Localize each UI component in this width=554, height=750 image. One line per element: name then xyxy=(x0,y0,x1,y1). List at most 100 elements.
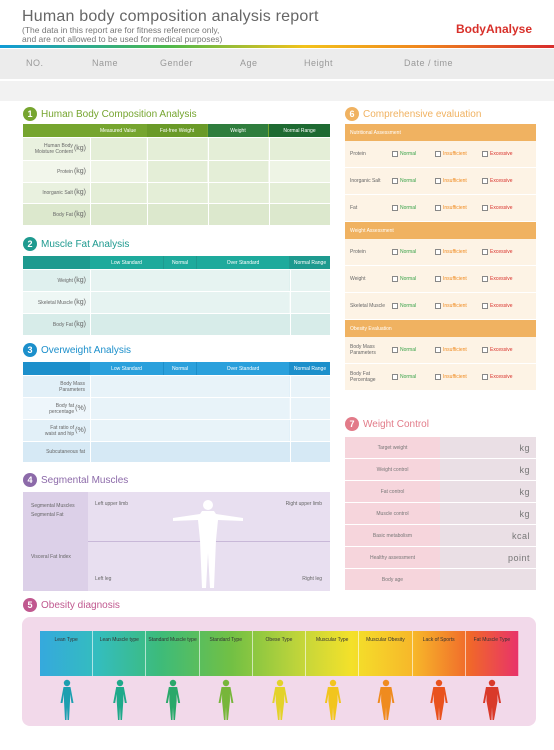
checkbox[interactable] xyxy=(482,249,488,255)
field-datetime: Date / time xyxy=(404,58,454,68)
obesity-diagnosis-panel: Lean Type Lean Muscle type Standard Muscle… xyxy=(22,617,536,726)
normal-range-cell xyxy=(269,204,330,225)
row-label: Body Fat (kg) xyxy=(23,204,89,225)
checkbox[interactable] xyxy=(482,151,488,157)
normal-range-cell xyxy=(290,398,330,419)
evaluation-group-header: Weight Assessment xyxy=(345,222,536,239)
report-header: Human body composition analysis report (… xyxy=(0,0,554,50)
checkbox[interactable] xyxy=(392,178,398,184)
section1-title: 1 Human Body Composition Analysis xyxy=(23,107,197,121)
row-label: Subcutaneous fat xyxy=(23,442,89,462)
checkbox[interactable] xyxy=(435,178,441,184)
overweight-table: Low Standard Normal Over Standard Normal… xyxy=(23,362,330,462)
checkbox[interactable] xyxy=(392,276,398,282)
evaluation-option-insufficient[interactable]: Insufficient xyxy=(435,249,467,255)
section4-badge: 4 xyxy=(23,473,37,487)
checkbox[interactable] xyxy=(435,205,441,211)
evaluation-option-insufficient[interactable]: Insufficient xyxy=(435,205,467,211)
evaluation-option-insufficient[interactable]: Insufficient xyxy=(435,151,467,157)
normal-range-cell xyxy=(290,442,330,462)
checkbox[interactable] xyxy=(435,374,441,380)
col-normal-range: Normal Range xyxy=(290,362,330,375)
row-unit: (kg) xyxy=(73,298,86,306)
evaluation-row: Body Mass Parameters Normal Insufficient Ex… xyxy=(345,337,536,364)
section7-title: 7 Weight Control xyxy=(345,417,429,431)
right-upper-limb-label: Right upper limb xyxy=(285,501,322,507)
table-row: Subcutaneous fat xyxy=(23,442,330,462)
evaluation-option-insufficient[interactable]: Insufficient xyxy=(435,303,467,309)
checkbox[interactable] xyxy=(392,205,398,211)
checkbox[interactable] xyxy=(482,303,488,309)
evaluation-option-excessive[interactable]: Excessive xyxy=(482,303,513,309)
checkbox[interactable] xyxy=(482,205,488,211)
evaluation-option-normal[interactable]: Normal xyxy=(392,374,416,380)
checkbox[interactable] xyxy=(482,178,488,184)
section1-badge: 1 xyxy=(23,107,37,121)
report-title: Human body composition analysis report xyxy=(22,8,319,25)
row-label-text: Weight xyxy=(57,277,73,284)
section6-badge: 6 xyxy=(345,107,359,121)
person-figure-icon xyxy=(165,679,181,720)
measured-value-cell xyxy=(90,204,146,225)
col-over-standard: Over Standard xyxy=(197,256,289,269)
checkbox[interactable] xyxy=(392,303,398,309)
evaluation-option-excessive[interactable]: Excessive xyxy=(482,347,513,353)
evaluation-option-normal[interactable]: Normal xyxy=(392,347,416,353)
evaluation-option-excessive[interactable]: Excessive xyxy=(482,276,513,282)
person-figure-icon xyxy=(377,679,395,720)
weight-control-label: Target weight xyxy=(345,437,440,458)
row-label-text: Protein xyxy=(57,168,73,175)
checkbox[interactable] xyxy=(392,249,398,255)
checkbox[interactable] xyxy=(482,276,488,282)
segmental-muscles-panel: Segmental Muscles Segmental Fat Visceral… xyxy=(23,492,330,591)
table-header: Low Standard Normal Over Standard Normal… xyxy=(23,362,330,375)
evaluation-option-normal[interactable]: Normal xyxy=(392,303,416,309)
section5-heading: Obesity diagnosis xyxy=(41,599,120,611)
evaluation-row-label: Body Fat Percentage xyxy=(350,371,376,383)
field-age: Age xyxy=(240,58,258,68)
row-unit: (kg) xyxy=(73,145,86,152)
checkbox[interactable] xyxy=(482,374,488,380)
evaluation-option-insufficient[interactable]: Insufficient xyxy=(435,374,467,380)
option-label: Normal xyxy=(400,249,417,255)
evaluation-option-excessive[interactable]: Excessive xyxy=(482,374,513,380)
row-label: Skeletal Muscle (kg) xyxy=(23,292,89,313)
evaluation-option-excessive[interactable]: Excessive xyxy=(482,178,513,184)
field-gender: Gender xyxy=(160,58,194,68)
evaluation-option-excessive[interactable]: Excessive xyxy=(482,205,513,211)
checkbox[interactable] xyxy=(392,374,398,380)
weight-control-unit: kcal xyxy=(440,525,536,546)
field-no: NO. xyxy=(26,58,44,68)
weight-control-label: Muscle control xyxy=(345,503,440,524)
evaluation-option-normal[interactable]: Normal xyxy=(392,151,416,157)
measured-value-cell xyxy=(90,183,146,203)
evaluation-option-insufficient[interactable]: Insufficient xyxy=(435,276,467,282)
evaluation-option-normal[interactable]: Normal xyxy=(392,205,416,211)
evaluation-option-insufficient[interactable]: Insufficient xyxy=(435,178,467,184)
checkbox[interactable] xyxy=(435,347,441,353)
option-label: Normal xyxy=(400,151,417,157)
evaluation-option-excessive[interactable]: Excessive xyxy=(482,151,513,157)
checkbox[interactable] xyxy=(435,303,441,309)
checkbox[interactable] xyxy=(482,347,488,353)
fat-free-weight-cell xyxy=(147,161,207,182)
evaluation-option-normal[interactable]: Normal xyxy=(392,178,416,184)
checkbox[interactable] xyxy=(435,249,441,255)
evaluation-group-header: Nutritional Assessment xyxy=(345,124,536,141)
row-unit: (kg) xyxy=(73,189,86,196)
checkbox[interactable] xyxy=(435,151,441,157)
evaluation-option-insufficient[interactable]: Insufficient xyxy=(435,347,467,353)
weight-control-row: Basic metabolism kcal xyxy=(345,525,536,547)
evaluation-option-normal[interactable]: Normal xyxy=(392,276,416,282)
table-row: Inorganic Salt (kg) xyxy=(23,183,330,203)
evaluation-option-normal[interactable]: Normal xyxy=(392,249,416,255)
fat-free-weight-cell xyxy=(147,138,207,160)
checkbox[interactable] xyxy=(392,347,398,353)
section7-heading: Weight Control xyxy=(363,418,429,430)
evaluation-option-excessive[interactable]: Excessive xyxy=(482,249,513,255)
section3-badge: 3 xyxy=(23,343,37,357)
checkbox[interactable] xyxy=(435,276,441,282)
checkbox[interactable] xyxy=(392,151,398,157)
option-label: Excessive xyxy=(490,347,513,353)
report-disclaimer: (The data in this report are for fitness… xyxy=(22,26,222,44)
